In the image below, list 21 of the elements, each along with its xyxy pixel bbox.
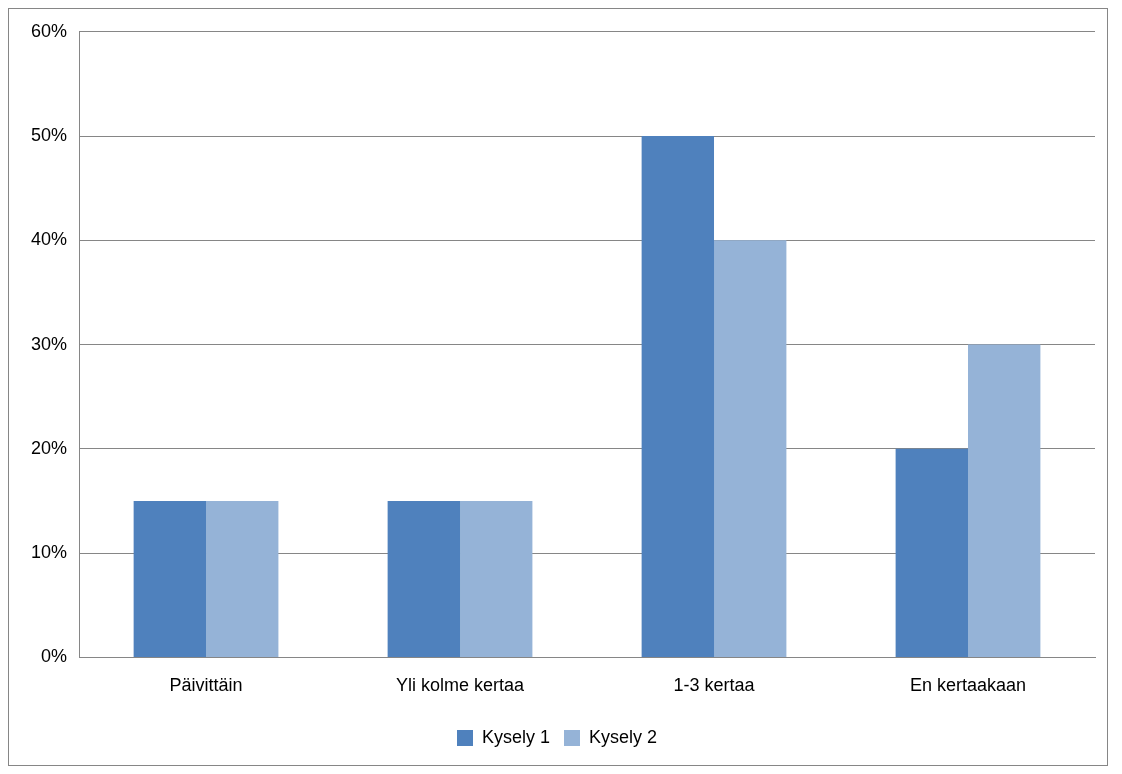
bar <box>641 136 715 657</box>
y-tick-label: 30% <box>31 333 68 354</box>
bar <box>968 344 1041 657</box>
bar <box>895 448 968 657</box>
legend-label: Kysely 1 <box>481 726 550 747</box>
y-tick-label: 0% <box>41 646 68 667</box>
y-tick-label: 20% <box>31 437 68 458</box>
x-tick-label: Yli kolme kertaa <box>395 675 526 696</box>
bar <box>133 501 207 657</box>
legend-label: Kysely 2 <box>589 726 658 747</box>
x-tick-label: Päivittäin <box>169 675 243 696</box>
bar <box>714 240 787 657</box>
y-tick-label: 60% <box>31 20 68 41</box>
bar <box>460 501 533 657</box>
x-tick-label: 1-3 kertaa <box>673 675 756 696</box>
y-tick-label: 10% <box>31 542 68 563</box>
y-tick-label: 50% <box>31 125 68 146</box>
bar <box>387 501 461 657</box>
bar <box>206 501 279 657</box>
y-tick-label: 40% <box>31 229 68 250</box>
x-tick-label: En kertaakaan <box>909 675 1027 696</box>
